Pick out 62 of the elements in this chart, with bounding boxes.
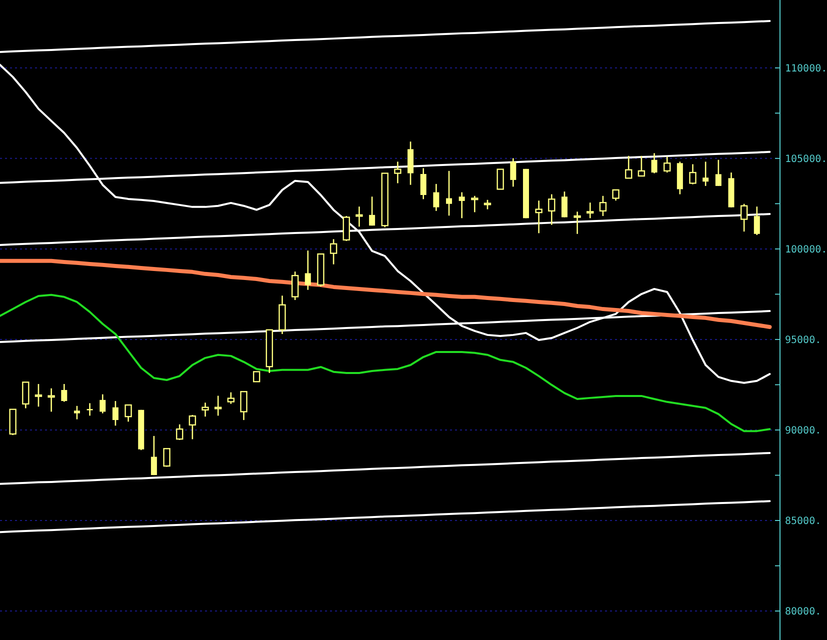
candlestick [22,382,30,409]
candlestick [625,155,632,179]
candlestick [638,155,646,177]
candlestick [163,448,170,468]
y-tick-label: 110000. [785,63,827,74]
candlestick [702,161,709,187]
y-tick-label: 100000. [785,244,827,256]
candlestick [599,195,607,217]
candlestick [342,215,350,242]
candlestick [754,206,760,236]
line-series [0,20,771,53]
candlestick [420,168,426,200]
candlestick [86,402,93,416]
candlestick [100,394,106,414]
candlestick [612,189,620,202]
line-series [0,452,771,485]
candlestick [471,195,478,213]
candlestick [651,152,658,174]
candlestick [574,210,581,235]
candlestick [124,404,132,422]
candlestick [34,383,42,408]
y-tick-label: 80000. [785,606,822,618]
candlestick [510,158,516,188]
candlestick [61,383,68,402]
candlestick [433,183,440,212]
line-series [0,64,771,384]
candlestick [689,164,696,185]
y-tick-label: 105000. [785,154,827,165]
candlestick [112,400,118,426]
y-tick-label: 90000. [785,425,822,436]
y-tick-label: 85000. [785,516,822,528]
candlestick [715,159,722,187]
candlestick [394,161,402,184]
candlestick [291,270,299,301]
candlestick [446,170,452,216]
candlestick [227,392,235,405]
candlestick [252,371,260,382]
line-series [0,258,772,329]
candlestick [458,192,465,219]
candlestick [150,435,157,476]
candlestick [240,390,248,421]
candlestick [561,190,568,218]
candlestick [304,250,311,291]
candlestick [496,168,504,190]
line-series [0,294,771,432]
candlestick [484,199,492,210]
candlestick [48,388,55,412]
candlestick [330,238,338,265]
candlestick [74,405,80,420]
candlestick [369,196,376,226]
candlestick [188,414,196,440]
candlestick [356,206,363,228]
candlestick [548,194,556,226]
candlestick [586,202,594,219]
candlestick [740,203,748,232]
line-series [0,500,771,534]
candlestick [664,156,671,174]
candlestick [214,395,222,416]
candlestick [535,200,542,234]
candlestick [202,402,209,418]
candlestick [176,424,184,441]
y-tick-label: 95000. [785,334,822,346]
